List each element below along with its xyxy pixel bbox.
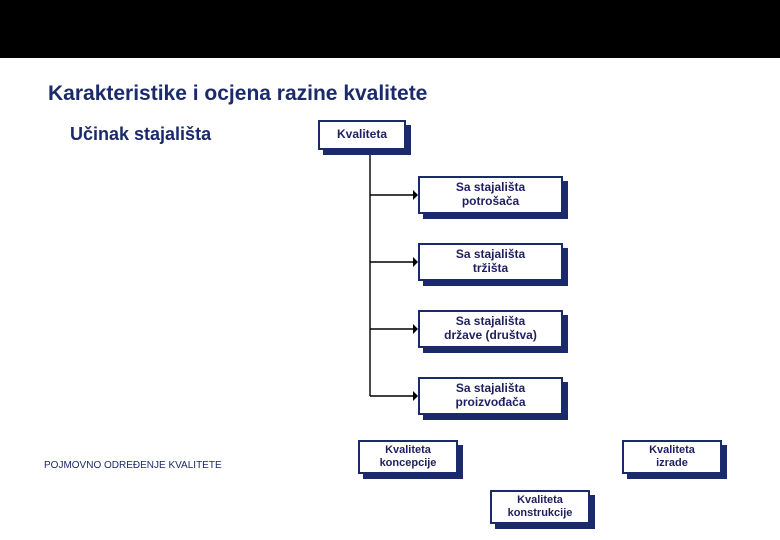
top-band: [0, 0, 780, 58]
node-root: Kvaliteta: [318, 120, 411, 155]
node-box: Kvalitetakoncepcije: [358, 440, 458, 474]
page-subtitle: Učinak stajališta: [70, 124, 211, 145]
node-bottom3: Kvalitetakonstrukcije: [490, 490, 595, 529]
node-child4: Sa stajalištaproizvođača: [418, 377, 568, 420]
node-box: Sa stajalištatržišta: [418, 243, 563, 281]
node-child2: Sa stajalištatržišta: [418, 243, 568, 286]
node-box: Kvalitetaizrade: [622, 440, 722, 474]
page-footer: POJMOVNO ODREĐENJE KVALITETE: [44, 460, 222, 471]
node-box: Kvaliteta: [318, 120, 406, 150]
node-box: Sa stajalištadržave (društva): [418, 310, 563, 348]
page-title: Karakteristike i ocjena razine kvalitete: [48, 82, 427, 106]
node-box: Sa stajalištaproizvođača: [418, 377, 563, 415]
node-bottom2: Kvalitetaizrade: [622, 440, 727, 479]
node-child3: Sa stajalištadržave (društva): [418, 310, 568, 353]
node-box: Sa stajalištapotrošača: [418, 176, 563, 214]
node-bottom1: Kvalitetakoncepcije: [358, 440, 463, 479]
node-child1: Sa stajalištapotrošača: [418, 176, 568, 219]
node-box: Kvalitetakonstrukcije: [490, 490, 590, 524]
